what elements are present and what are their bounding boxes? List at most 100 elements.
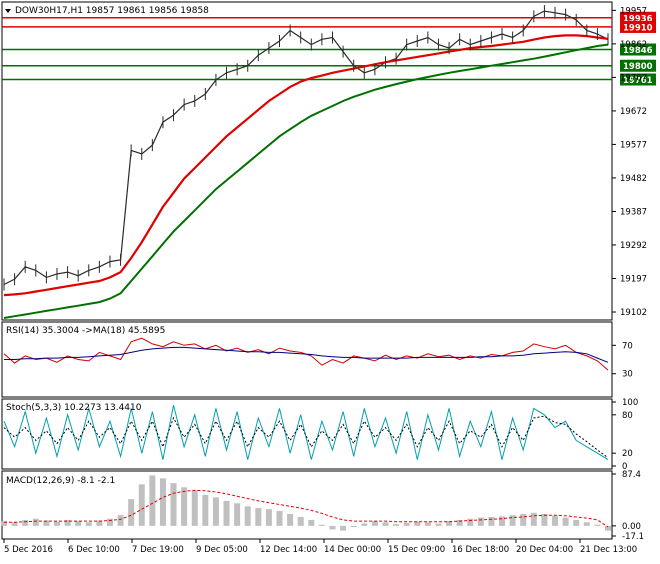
x-tick-label: 16 Dec 18:00 bbox=[452, 545, 509, 555]
macd-histogram-bar bbox=[96, 520, 103, 526]
macd-histogram-bar bbox=[541, 513, 548, 526]
macd-histogram-bar bbox=[53, 521, 60, 526]
x-tick-label: 14 Dec 00:00 bbox=[324, 545, 381, 555]
macd-histogram-bar bbox=[382, 522, 389, 526]
macd-histogram-bar bbox=[414, 521, 421, 526]
stoch-y-tick-label: 80 bbox=[622, 411, 633, 421]
price-panel-frame bbox=[1, 1, 613, 321]
macd-histogram-bar bbox=[562, 517, 569, 526]
price-y-tick-label: 19102 bbox=[620, 308, 647, 318]
macd-histogram-bar bbox=[64, 519, 71, 526]
stoch-y-tick-label: 20 bbox=[622, 449, 633, 459]
x-tick-label: 21 Dec 13:00 bbox=[580, 545, 637, 555]
stoch-panel-frame bbox=[1, 398, 613, 470]
macd-histogram-bar bbox=[509, 515, 516, 526]
price-series-line bbox=[3, 10, 609, 286]
macd-y-tick-label: 87.4 bbox=[622, 470, 641, 480]
price-y-tick-label: 19957 bbox=[620, 6, 647, 16]
stoch-k-line bbox=[3, 405, 609, 461]
stoch-series bbox=[3, 405, 609, 461]
price-y-tick-label: 19197 bbox=[620, 274, 647, 284]
x-tick-label: 20 Dec 04:00 bbox=[516, 545, 573, 555]
price-level-label: 19800 bbox=[623, 62, 653, 72]
x-tick-label: 6 Dec 10:00 bbox=[68, 545, 120, 555]
price-series bbox=[3, 5, 609, 319]
macd-histogram-bar bbox=[499, 516, 506, 526]
price-level-label: 19846 bbox=[623, 46, 653, 56]
x-tick-label: 7 Dec 19:00 bbox=[132, 545, 184, 555]
macd-histogram-bar bbox=[138, 484, 145, 526]
macd-histogram-bar bbox=[117, 515, 124, 526]
macd-histogram-bar bbox=[191, 490, 198, 526]
price-level-tag bbox=[620, 43, 656, 56]
macd-histogram-bar bbox=[435, 523, 442, 526]
macd-histogram-bar bbox=[308, 519, 315, 526]
macd-histogram-bar bbox=[361, 523, 368, 526]
macd-histogram-bar bbox=[583, 522, 590, 526]
price-level-tag bbox=[620, 20, 656, 33]
stoch-d-line bbox=[3, 415, 609, 459]
x-tick-label: 15 Dec 09:00 bbox=[388, 545, 445, 555]
macd-histogram-bar bbox=[11, 522, 18, 526]
macd-histogram-bar bbox=[223, 500, 230, 526]
macd-histogram-bar bbox=[276, 511, 283, 526]
macd-histogram-bar bbox=[170, 483, 177, 526]
macd-histogram-bar bbox=[446, 521, 453, 526]
macd-histogram-bar bbox=[393, 524, 400, 526]
macd-histogram-bar bbox=[340, 525, 347, 531]
rsi-panel-title: RSI(14) 35.3004 ->MA(18) 45.5895 bbox=[6, 326, 165, 336]
macd-histogram-bar bbox=[1, 521, 7, 526]
price-level-tag bbox=[620, 73, 656, 86]
macd-histogram-bar bbox=[594, 524, 601, 526]
macd-histogram-bar bbox=[329, 525, 336, 530]
macd-histogram-bar bbox=[234, 503, 241, 526]
macd-histogram-bar bbox=[403, 522, 410, 526]
macd-histogram-bar bbox=[149, 475, 156, 526]
macd-histogram-bar bbox=[244, 506, 251, 526]
macd-y-tick-label: -17.1 bbox=[622, 532, 644, 542]
macd-histogram-bar bbox=[22, 519, 29, 526]
x-tick-label: 5 Dec 2016 bbox=[4, 545, 53, 555]
macd-histogram-bar bbox=[573, 519, 580, 526]
macd-histogram-bar bbox=[350, 525, 357, 528]
macd-histogram-bar bbox=[85, 522, 92, 526]
macd-histogram-bar bbox=[32, 518, 39, 526]
x-tick-label: 12 Dec 14:00 bbox=[260, 545, 317, 555]
macd-histogram-bar bbox=[456, 519, 463, 526]
macd-histogram-bar bbox=[255, 508, 262, 526]
macd-panel-frame bbox=[1, 470, 613, 540]
macd-signal-line bbox=[4, 489, 609, 528]
stoch-panel-title: Stoch(5,3,3) 10.2273 13.4410 bbox=[6, 403, 142, 413]
macd-histogram-bar bbox=[530, 512, 537, 526]
macd-histogram-bar bbox=[520, 513, 527, 526]
macd-histogram-bar bbox=[202, 495, 209, 526]
macd-histogram-bar bbox=[318, 524, 325, 526]
rsi-y-tick-label: 30 bbox=[622, 370, 633, 380]
price-series-line bbox=[3, 43, 609, 319]
macd-histogram-bar bbox=[371, 521, 378, 526]
price-level-label: 19761 bbox=[623, 76, 653, 86]
rsi-series bbox=[3, 337, 609, 371]
price-level-tag bbox=[620, 11, 656, 24]
dropdown-triangle-icon[interactable] bbox=[5, 9, 11, 13]
macd-histogram-bar bbox=[75, 521, 82, 526]
macd-panel-title: MACD(12,26,9) -8.1 -2.1 bbox=[6, 476, 115, 486]
macd-y-tick-label: 0.00 bbox=[622, 522, 641, 532]
macd-histogram-bar bbox=[477, 517, 484, 526]
price-panel-title: DOW30H17,H1 19857 19861 19856 19858 bbox=[15, 6, 209, 16]
price-series-line bbox=[3, 34, 609, 297]
macd-histogram-bar bbox=[552, 515, 559, 526]
macd-histogram-bar bbox=[488, 516, 495, 526]
macd-histogram-bar bbox=[43, 520, 50, 526]
macd-histogram-bar bbox=[424, 522, 431, 526]
price-level-tag bbox=[620, 59, 656, 72]
macd-histogram-bar bbox=[605, 525, 611, 531]
stoch-y-tick-label: 100 bbox=[622, 398, 638, 408]
macd-series bbox=[1, 475, 611, 531]
macd-histogram-bar bbox=[467, 518, 474, 526]
macd-histogram-bar bbox=[212, 497, 219, 526]
price-y-tick-label: 19292 bbox=[620, 241, 647, 251]
